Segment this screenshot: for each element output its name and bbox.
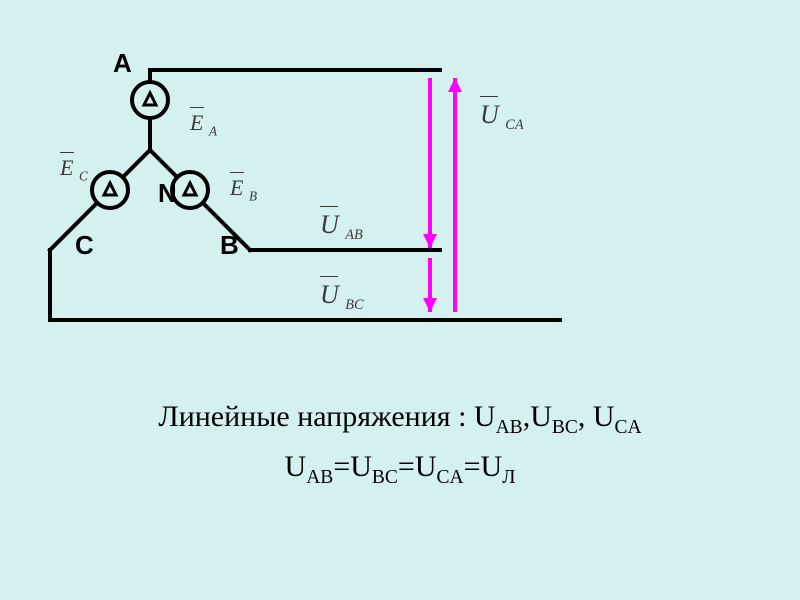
- caption-line-1: Линейные напряжения : UAB,UBC, UCA: [0, 400, 800, 439]
- label-UAB: U AB: [320, 210, 363, 244]
- label-C: C: [75, 230, 94, 261]
- ubc-sub: BC: [345, 297, 363, 313]
- c2p2: U: [350, 450, 372, 483]
- eb-text: E: [230, 175, 243, 200]
- circuit-diagram: [0, 0, 800, 600]
- label-A: A: [113, 48, 132, 79]
- eb-sub: B: [249, 188, 257, 203]
- label-UCA: U CA: [480, 100, 524, 134]
- c2s1: AB: [306, 467, 333, 488]
- label-EC: E C: [60, 155, 88, 184]
- label-N: N: [158, 178, 177, 209]
- c1u3s: CA: [615, 417, 642, 438]
- c2s4: Л: [502, 467, 515, 488]
- c2p4: U: [481, 450, 503, 483]
- c1u2: U: [530, 400, 552, 433]
- caption-line-2: UAB=UBC=UCA=UЛ: [0, 450, 800, 489]
- c2s3: CA: [437, 467, 464, 488]
- ec-sub: C: [79, 168, 88, 183]
- uab-text: U: [320, 210, 339, 239]
- c2s2: BC: [372, 467, 398, 488]
- c1u3: U: [593, 400, 615, 433]
- label-B: B: [220, 230, 239, 261]
- c1u1s: AB: [496, 417, 523, 438]
- ubc-text: U: [320, 280, 339, 309]
- label-EB: E B: [230, 175, 257, 204]
- label-UBC: U BC: [320, 280, 364, 314]
- uca-text: U: [480, 100, 499, 129]
- caption1-prefix: Линейные напряжения :: [158, 400, 474, 433]
- c1u2s: BC: [552, 417, 578, 438]
- uca-sub: CA: [505, 117, 523, 133]
- uab-sub: AB: [345, 227, 362, 243]
- ea-sub: A: [209, 123, 217, 138]
- label-EA: E A: [190, 110, 217, 139]
- c2p1: U: [285, 450, 307, 483]
- c2p3: U: [415, 450, 437, 483]
- c1u1: U: [474, 400, 496, 433]
- ec-text: E: [60, 155, 73, 180]
- ea-text: E: [190, 110, 203, 135]
